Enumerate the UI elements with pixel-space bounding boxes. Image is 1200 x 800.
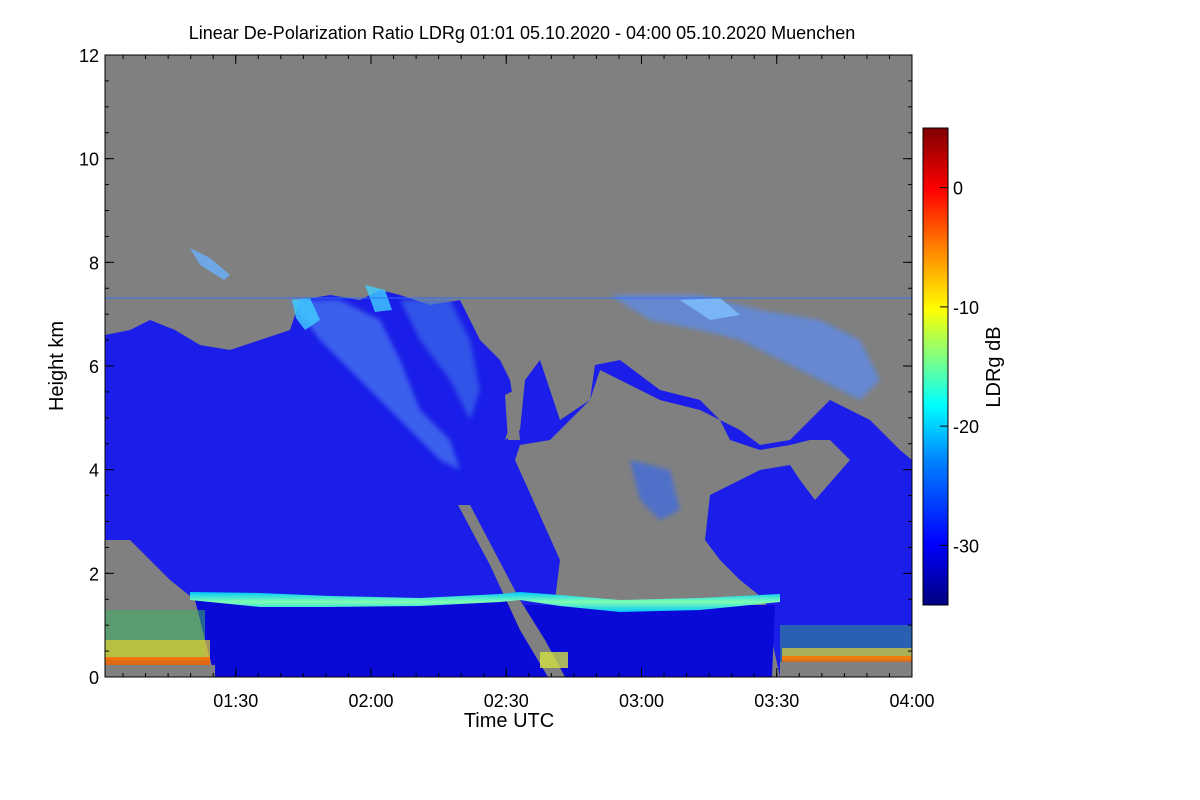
y-tick-label: 2 (89, 564, 99, 584)
x-tick-label: 03:30 (754, 691, 799, 711)
surface-rain-right (780, 625, 912, 677)
colorbar-tick-label: -20 (953, 417, 979, 437)
colorbar-label: LDRg dB (983, 326, 1005, 407)
chart-title: Linear De-Polarization Ratio LDRg 01:01 … (189, 23, 855, 43)
y-tick-label: 6 (89, 357, 99, 377)
melting-layer-band (190, 592, 780, 612)
gap-notch-1 (458, 505, 565, 677)
colorbar: 0 -10 -20 -30 LDRg dB (922, 127, 1005, 606)
colorbar-tick-label: 0 (953, 179, 963, 199)
colorbar-tick-label: -30 (953, 536, 979, 556)
x-tick-label: 01:30 (213, 691, 258, 711)
gap-notch-2 (720, 378, 745, 400)
gap-notch-3 (505, 390, 520, 440)
colorbar-ticks: 0 -10 -20 -30 (940, 179, 979, 556)
x-tick-label: 02:30 (484, 691, 529, 711)
y-tick-label: 0 (89, 668, 99, 688)
y-tick-label: 4 (89, 461, 99, 481)
ice-streaks (290, 295, 880, 520)
y-tick-label: 8 (89, 253, 99, 273)
x-tick-label: 04:00 (889, 691, 934, 711)
cloud-region (105, 290, 912, 677)
colorbar-tick-label: -10 (953, 298, 979, 318)
y-axis-label: Height km (46, 321, 68, 411)
rain-region-2 (525, 605, 775, 677)
heatmap-field (105, 55, 912, 677)
colorbar-gradient (922, 127, 949, 606)
y-tick-label: 10 (79, 150, 99, 170)
y-axis: 0 2 4 6 8 10 12 (79, 46, 912, 688)
x-axis-label: Time UTC (464, 710, 554, 732)
cloud-top-cyan (190, 248, 740, 330)
x-tick-label: 03:00 (619, 691, 664, 711)
y-tick-label: 12 (79, 46, 99, 66)
x-tick-label: 02:00 (348, 691, 393, 711)
surface-rain-left (105, 610, 215, 677)
rain-region (195, 600, 560, 677)
surface-rain-mid (540, 652, 568, 668)
x-axis: 01:30 02:00 02:30 03:00 03:30 04:00 (122, 55, 935, 711)
